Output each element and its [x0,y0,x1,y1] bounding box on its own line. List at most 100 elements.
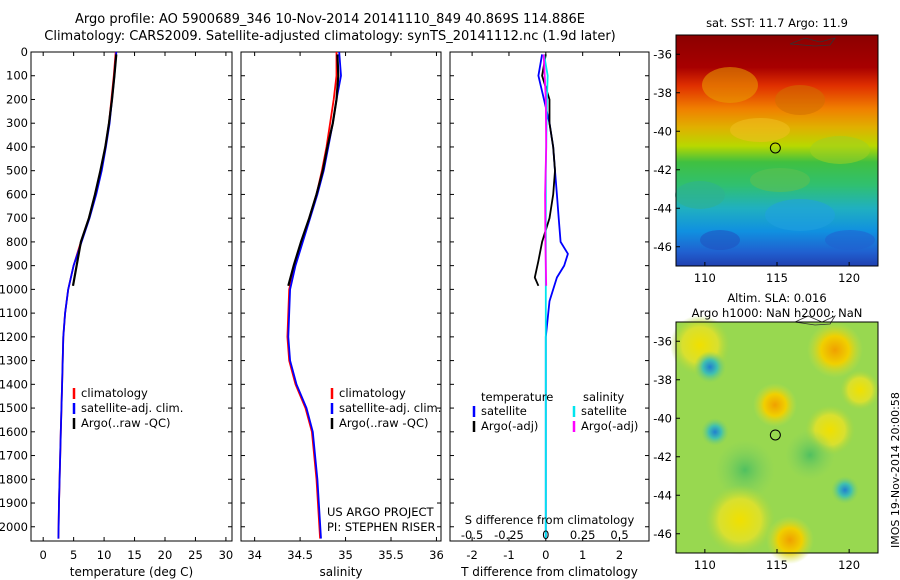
y-tick-label: 1500 [0,401,28,415]
difference-x-tick-label: -2 [466,548,477,562]
temperature-legend-label: satellite-adj. clim. [81,401,183,415]
sst_map-y-tick-label: -40 [653,124,672,138]
sst_map-y-tick-label: -36 [653,47,672,61]
project-annotation: PI: STEPHEN RISER [327,520,436,534]
y-tick-label: 1600 [0,425,28,439]
sla_map-y-tick-label: -42 [653,450,672,464]
sla-map-title: Altim. SLA: 0.016 [727,291,826,305]
imos-timestamp: IMOS 19-Nov-2014 20:00:58 [889,392,900,548]
sst-patch [825,230,875,250]
sst_map-y-tick-label: -44 [653,201,672,215]
sst-patch [700,230,740,250]
sla_map-y-tick-label: -36 [653,334,672,348]
sst-patch [810,136,870,164]
sla_map-x-tick-label: 110 [694,558,716,572]
difference-top-tick-label: -0.25 [494,528,524,542]
sla_map-y-tick-label: -44 [653,488,672,502]
y-tick-label: 1900 [0,496,28,510]
salinity-x-tick-label: 34.5 [287,548,313,562]
salinity-legend-label: satellite-adj. clim. [339,401,441,415]
y-tick-label: 700 [6,211,28,225]
salinity-x-tick-label: 34 [247,548,262,562]
y-tick-label: 800 [6,235,28,249]
sst_map-y-tick-label: -46 [653,240,672,254]
sst-patch [702,67,758,103]
difference-series-3 [542,54,548,286]
salinity-x-tick-label: 36 [429,548,444,562]
salinity-x-tick-label: 35.5 [378,548,404,562]
sla-patch [785,430,835,480]
difference-legend-label: Argo(-adj) [481,419,538,433]
sla_map-y-tick-label: -38 [653,373,672,387]
sla_map-y-tick-label: -46 [653,527,672,541]
y-tick-label: 2000 [0,520,28,534]
sst_map-x-tick-label: 110 [694,271,716,285]
y-tick-label: 900 [6,259,28,273]
difference-top-tick-label: 0.5 [610,528,628,542]
sst-map-title: sat. SST: 11.7 Argo: 11.9 [706,16,848,30]
sla_map-x-tick-label: 115 [766,558,788,572]
salinity-legend-label: climatology [339,386,406,400]
y-tick-label: 1300 [0,354,28,368]
temperature-x-tick-label: 10 [97,548,112,562]
sla_map [670,315,880,564]
salinity-series-0 [286,52,338,539]
difference-legend-label: satellite [481,404,527,418]
y-tick-label: 300 [6,116,28,130]
sst-patch [775,85,825,115]
coastline [793,315,837,326]
temperature-x-tick-label: 15 [127,548,142,562]
sla-patch [715,440,775,500]
temperature-x-axis-label: temperature (deg C) [70,565,193,579]
sla-patch [694,351,726,383]
sst_map-x-tick-label: 120 [838,271,860,285]
difference-x-tick-label: 1 [579,548,586,562]
difference-legend-label: Argo(-adj) [581,419,638,433]
sla-patch [701,418,729,446]
sst_map [675,35,878,266]
y-tick-label: 200 [6,92,28,106]
difference-frame [449,51,650,542]
sla_map-y-tick-label: -40 [653,411,672,425]
temperature-frame [30,51,233,542]
y-tick-label: 1000 [0,282,28,296]
difference-series-0 [537,54,569,539]
sla-patch [831,476,859,504]
sst-patch [675,181,725,209]
temperature-x-tick-label: 20 [158,548,173,562]
sst_map-y-tick-label: -38 [653,86,672,100]
temperature-legend-title: temperature [481,390,553,404]
argo-location-marker [769,429,781,441]
difference-top-tick-label: 0 [542,528,549,542]
temperature-x-tick-label: 5 [70,548,77,562]
y-tick-label: 0 [21,45,28,59]
temperature-x-tick-label: 0 [40,548,47,562]
argo-location-marker [769,142,781,154]
y-tick-label: 400 [6,140,28,154]
sst_map-x-tick-label: 115 [766,271,788,285]
difference-top-tick-label: 0.25 [570,528,596,542]
sla_map-x-tick-label: 120 [838,558,860,572]
difference-x-axis-label: T difference from climatology [460,565,638,579]
temperature-legend-label: climatology [81,386,148,400]
difference-top-tick-label: -0.5 [461,528,483,542]
salinity-x-axis-label: salinity [319,565,362,579]
sst-patch [765,199,835,231]
y-tick-label: 500 [6,164,28,178]
temperature-x-tick-label: 30 [219,548,234,562]
page-subtitle: Climatology: CARS2009. Satellite-adjuste… [44,29,616,44]
sla-patch [766,516,814,564]
difference-legend-label: satellite [581,404,627,418]
difference-x-tick-label: 0 [542,548,549,562]
salinity-series-2 [287,54,340,287]
sla-patch [807,322,863,378]
sst_map-y-tick-label: -42 [653,163,672,177]
difference-series-1 [533,54,556,287]
y-tick-label: 1400 [0,377,28,391]
y-tick-label: 1200 [0,330,28,344]
difference-x-tick-label: 2 [616,548,623,562]
temperature-series-2 [71,54,118,286]
difference-top-axis-label: S difference from climatology [465,513,635,527]
sla-map-subtitle: Argo h1000: NaN h2000: NaN [692,306,863,320]
sla-patch [753,383,797,427]
